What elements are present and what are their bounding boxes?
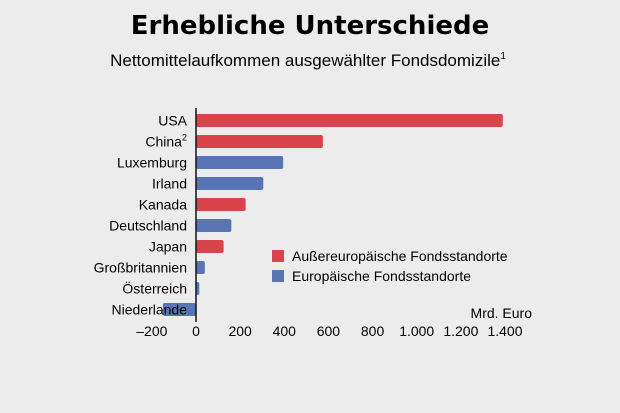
x-tick-label: –200 [136, 323, 167, 339]
category-label: China2 [145, 133, 187, 150]
category-label: Österreich [122, 280, 187, 297]
category-label: Deutschland [109, 218, 187, 234]
x-tick-label: 1.200 [443, 323, 478, 339]
chart-subtitle: Nettomittelaufkommen ausgewählter Fondsd… [110, 51, 506, 70]
x-tick-labels: –200 0 200 400 600 800 1.000 1.200 1.400 [136, 323, 522, 339]
bar-österreich [196, 282, 200, 295]
category-label: Irland [152, 176, 187, 192]
category-label-text: Niederlande [112, 302, 188, 318]
bar-niederlande [162, 303, 196, 316]
category-label-text: USA [158, 113, 187, 129]
x-tick-label: 200 [228, 323, 252, 339]
x-tick-label: 600 [317, 323, 341, 339]
category-label: USA [158, 113, 187, 129]
category-labels: USA China2 Luxemburg Irland Kanada Deutschlan… [94, 113, 188, 318]
bar-irland [196, 177, 264, 190]
category-label: Großbritannien [94, 260, 187, 276]
bars-group [162, 114, 503, 316]
category-label-text: China [145, 134, 182, 150]
category-footnote: 2 [182, 133, 187, 143]
category-label: Niederlande [112, 302, 188, 318]
legend: Außereuropäische Fondsstandorte Europäisc… [272, 248, 508, 284]
x-tick-label: 0 [192, 323, 200, 339]
x-tick-label: 400 [273, 323, 297, 339]
category-label-text: Luxemburg [117, 155, 187, 171]
bar-usa [196, 114, 503, 127]
legend-swatch-european [272, 270, 284, 282]
category-label-text: Deutschland [109, 218, 187, 234]
x-tick-label: 800 [361, 323, 385, 339]
category-label-text: Japan [149, 239, 187, 255]
bar-deutschland [196, 219, 232, 232]
category-label-text: Österreich [122, 280, 187, 297]
legend-swatch-non-european [272, 250, 284, 262]
category-label-text: Großbritannien [94, 260, 187, 276]
category-label-text: Kanada [139, 197, 187, 213]
category-label: Luxemburg [117, 155, 187, 171]
category-label-text: Irland [152, 176, 187, 192]
x-tick-label: 1.400 [487, 323, 522, 339]
unit-label: Mrd. Euro [471, 305, 533, 321]
legend-label: Außereuropäische Fondsstandorte [292, 248, 508, 264]
bar-china [196, 135, 323, 148]
bar-luxemburg [196, 156, 284, 169]
category-label: Kanada [139, 197, 187, 213]
subtitle-text: Nettomittelaufkommen ausgewählter Fondsd… [110, 51, 500, 70]
legend-label: Europäische Fondsstandorte [292, 268, 471, 284]
x-tick-label: 1.000 [399, 323, 434, 339]
subtitle-footnote: 1 [500, 51, 506, 62]
category-label: Japan [149, 239, 187, 255]
chart-title: Erhebliche Unterschiede [131, 11, 489, 41]
bar-kanada [196, 198, 246, 211]
bar-großbritannien [196, 261, 205, 274]
bar-japan [196, 240, 224, 253]
